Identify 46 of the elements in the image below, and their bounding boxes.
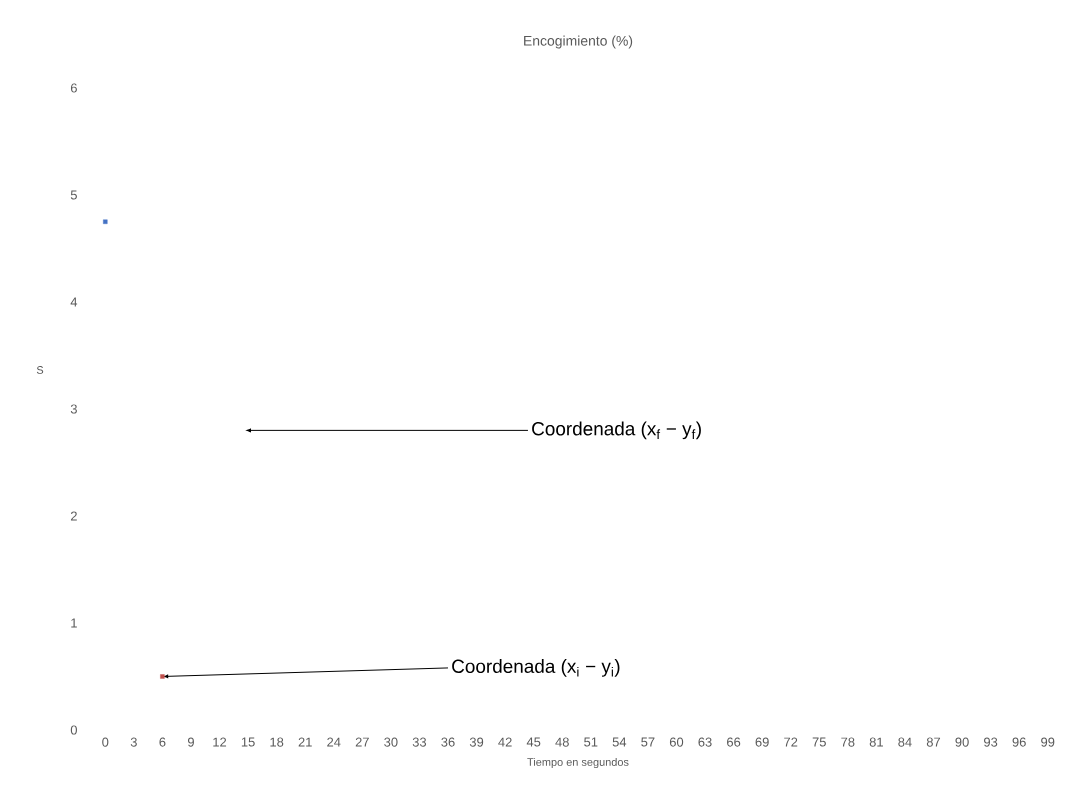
y-tick-label: 5 [70,190,77,200]
x-tick-label: 39 [469,737,484,747]
x-tick-label: 60 [669,737,684,747]
x-tick-label: 36 [441,737,455,747]
x-tick-label: 84 [898,737,912,747]
x-tick-label: 9 [187,737,194,747]
x-tick-label: 78 [841,737,855,747]
x-tick-label: 27 [355,737,369,747]
x-tick-label: 0 [102,737,109,747]
x-tick-label: 87 [926,737,941,747]
y-tick-label: 3 [70,404,77,414]
y-tick-label: 2 [70,511,77,521]
x-tick-label: 69 [755,737,769,747]
x-tick-label: 54 [612,737,627,747]
x-tick-label: 18 [270,737,284,747]
x-axis-title: Tiempo en segundos [527,757,629,769]
x-tick-label: 45 [526,737,541,747]
x-tick-label: 63 [698,737,712,747]
x-tick-label: 72 [784,737,798,747]
x-tick-label: 75 [812,737,826,747]
x-tick-label: 12 [213,737,227,747]
y-axis-title: S [36,366,44,374]
x-tick-label: 24 [327,737,341,747]
x-tick-label: 93 [984,737,998,747]
x-tick-label: 33 [412,737,427,747]
x-tick-label: 57 [641,737,655,747]
chart-title: Encogimiento (%) [524,35,633,49]
y-tick-label: 0 [70,725,77,735]
x-tick-label: 51 [584,737,598,747]
x-tick-label: 30 [384,737,398,747]
x-tick-label: 81 [869,737,883,747]
x-tick-label: 6 [159,737,166,747]
x-tick-label: 42 [498,737,512,747]
x-tick-label: 96 [1012,737,1026,747]
x-tick-label: 15 [241,737,255,747]
annotation: Coordenada (x$_{i}$ − y$_{i}$) [452,659,620,677]
y-tick-label: 4 [70,297,78,307]
x-tick-label: 21 [298,737,312,747]
x-tick-label: 90 [955,737,969,747]
x-tick-label: 99 [1041,737,1055,747]
y-tick-label: 6 [70,83,77,93]
annotation: Coordenada (x$_{f}$ − y$_{f}$) [532,421,701,440]
y-tick-label: 1 [71,618,77,628]
x-tick-label: 3 [130,737,137,747]
x-tick-label: 48 [555,737,569,747]
x-tick-label: 66 [727,737,741,747]
